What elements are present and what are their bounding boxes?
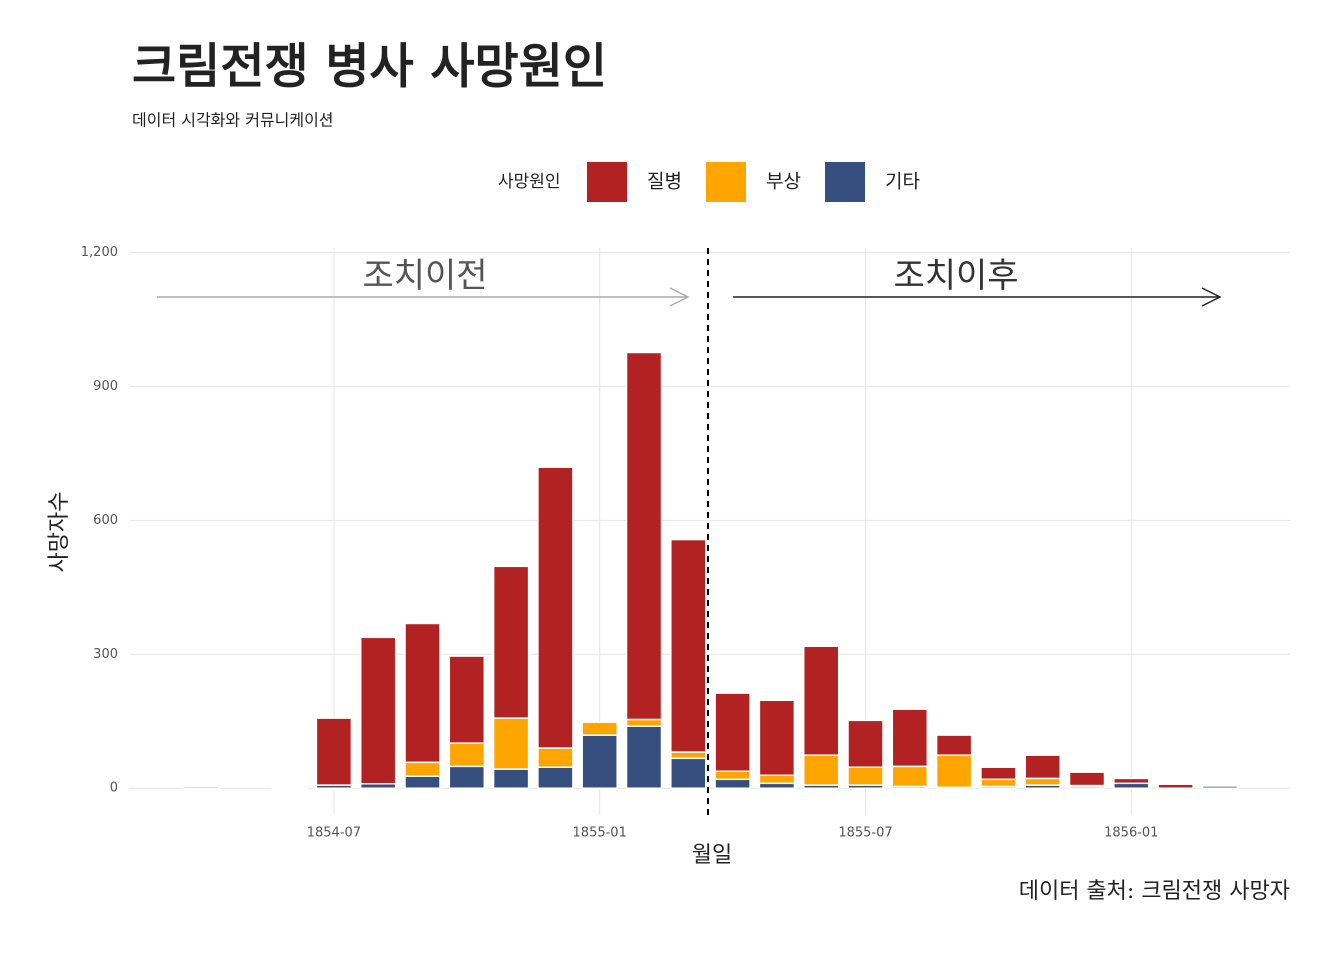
- bar-segment: [670, 757, 707, 789]
- bar-segment: [448, 655, 486, 744]
- bar-segment: [448, 742, 486, 768]
- legend-title: 사망원인: [498, 172, 561, 192]
- bar-segment: [670, 538, 707, 753]
- bar-segment: [1024, 777, 1061, 786]
- bar-segment: [581, 734, 618, 789]
- bar-segment: [802, 645, 840, 756]
- chart-title: 크림전쟁 병사 사망원인: [132, 39, 607, 95]
- bar-segment: [847, 766, 884, 786]
- y-tick-label: 600: [93, 513, 118, 528]
- annotation: 조치이후: [893, 256, 1018, 296]
- bar-segment: [359, 636, 397, 785]
- x-tick-label: 1854-07: [307, 826, 361, 841]
- x-tick-label: 1855-07: [838, 826, 892, 841]
- bar-segment: [847, 719, 884, 768]
- bar-segment: [1068, 771, 1106, 787]
- bar-segment: [625, 725, 663, 789]
- bar-segment: [1201, 785, 1239, 789]
- bar-segment: [404, 775, 441, 789]
- y-tick-label: 900: [93, 379, 118, 394]
- bar-segment: [1113, 777, 1150, 785]
- bar-segment: [802, 754, 840, 786]
- bar-segment: [404, 761, 441, 777]
- arrow-head: [1201, 287, 1222, 307]
- y-tick-label: 300: [93, 647, 118, 662]
- bar-segment: [537, 747, 574, 768]
- legend-swatch: [706, 162, 746, 202]
- annotation: 조치이전: [362, 256, 487, 296]
- bar-segment: [404, 622, 441, 764]
- bar-segment: [714, 778, 751, 789]
- x-tick-label: 1855-01: [573, 826, 627, 841]
- x-tick-label: 1856-01: [1104, 826, 1158, 841]
- bar-segment: [1157, 783, 1194, 789]
- bar-segment: [271, 786, 308, 789]
- bar-segment: [935, 734, 973, 756]
- arrow-head: [669, 287, 690, 307]
- bar-segment: [891, 765, 929, 788]
- bar-segment: [581, 721, 618, 736]
- legend-label: 기타: [885, 171, 920, 193]
- bar-segment: [537, 766, 574, 789]
- bar-segment: [492, 717, 530, 770]
- y-axis-label: 사망자수: [47, 492, 72, 573]
- caption: 데이터 출처: 크림전쟁 사망자: [1019, 879, 1290, 904]
- bar-segment: [492, 768, 530, 789]
- legend-label: 부상: [766, 171, 801, 193]
- x-axis-label: 월일: [692, 843, 732, 868]
- bar-segment: [670, 751, 707, 760]
- bar-segment: [758, 774, 796, 785]
- bar-segment: [935, 754, 973, 789]
- bar-segment: [758, 699, 796, 777]
- bar-segment: [315, 717, 353, 786]
- bar-segment: [537, 466, 574, 749]
- bar-segment: [448, 765, 486, 789]
- chart-subtitle: 데이터 시각화와 커뮤니케이션: [132, 111, 334, 130]
- bar-segment: [714, 770, 751, 781]
- y-tick-label: 0: [110, 781, 118, 796]
- bar-segment: [625, 351, 663, 721]
- bar-segment: [492, 565, 530, 719]
- bar-segment: [625, 718, 663, 727]
- legend-swatch: [587, 162, 627, 202]
- legend-label: 질병: [647, 171, 682, 193]
- bar-segment: [980, 766, 1017, 781]
- bar-segment: [891, 708, 929, 768]
- bar-segment: [1024, 754, 1061, 780]
- legend-swatch: [825, 162, 865, 202]
- y-tick-label: 1,200: [81, 245, 118, 260]
- bar-segment: [714, 692, 751, 772]
- bar-segment: [980, 778, 1017, 788]
